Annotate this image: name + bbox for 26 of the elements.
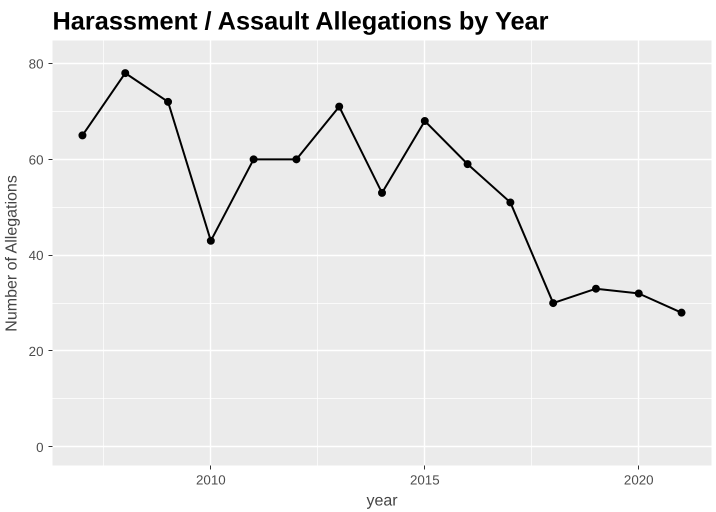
- point: [292, 155, 300, 164]
- y-tick-label: 80: [28, 56, 44, 72]
- point: [378, 188, 386, 197]
- x-tick-label: 2010: [196, 472, 226, 488]
- y-tick-label: 20: [28, 344, 44, 359]
- point: [464, 160, 472, 168]
- chart-title: Harassment / Assault Allegations by Year: [52, 8, 549, 36]
- point: [78, 131, 86, 140]
- y-tick-label: 0: [36, 440, 44, 455]
- point: [335, 102, 344, 111]
- point: [420, 117, 429, 125]
- y-tick-label: 40: [28, 248, 44, 264]
- point: [121, 69, 130, 78]
- point: [164, 98, 172, 106]
- point: [549, 299, 558, 308]
- point: [250, 155, 258, 164]
- x-axis-title: year: [366, 492, 398, 510]
- y-tick-label: 60: [28, 152, 44, 168]
- x-tick-label: 2020: [624, 472, 654, 488]
- point: [634, 289, 643, 298]
- point: [506, 198, 514, 206]
- point: [678, 308, 686, 317]
- x-tick-label: 2015: [410, 472, 440, 488]
- y-axis-title: Number of Allegations: [4, 175, 21, 332]
- point: [592, 284, 600, 293]
- point: [206, 236, 215, 245]
